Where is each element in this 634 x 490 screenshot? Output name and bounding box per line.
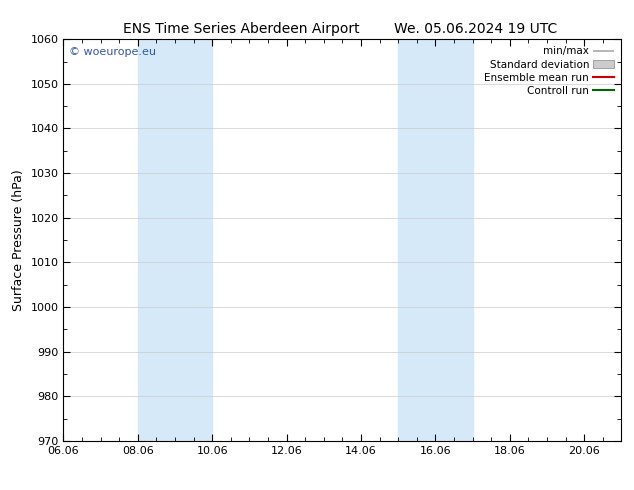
Y-axis label: Surface Pressure (hPa): Surface Pressure (hPa): [12, 169, 25, 311]
Legend: min/max, Standard deviation, Ensemble mean run, Controll run: min/max, Standard deviation, Ensemble me…: [482, 45, 616, 98]
Text: We. 05.06.2024 19 UTC: We. 05.06.2024 19 UTC: [394, 22, 557, 36]
Text: ENS Time Series Aberdeen Airport: ENS Time Series Aberdeen Airport: [122, 22, 359, 36]
Text: © woeurope.eu: © woeurope.eu: [69, 47, 156, 57]
Bar: [138, 39, 212, 441]
Bar: [398, 39, 472, 441]
Title: ENS Time Series Aberdeen Airport    We. 05.06.2024 19 UTC: ENS Time Series Aberdeen Airport We. 05.…: [0, 489, 1, 490]
